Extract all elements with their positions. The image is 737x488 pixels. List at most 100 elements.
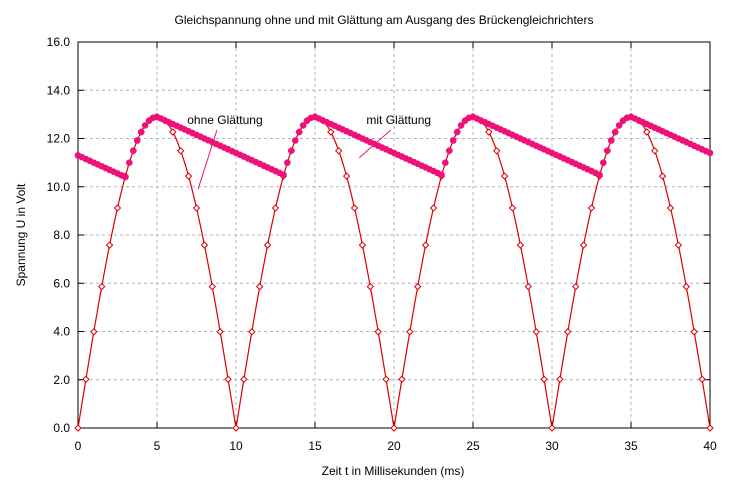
data-point <box>650 147 659 155</box>
data-point <box>666 204 675 212</box>
data-point <box>141 122 149 129</box>
data-point <box>571 282 580 291</box>
data-point <box>90 328 98 336</box>
data-point <box>255 282 264 291</box>
data-point <box>224 375 232 383</box>
data-point <box>295 128 303 136</box>
data-point <box>406 328 414 336</box>
data-point <box>596 171 603 178</box>
data-point <box>248 328 256 336</box>
annotations: ohne Glättung mit Glättung <box>187 113 431 190</box>
data-point <box>97 282 106 291</box>
data-point <box>500 172 509 180</box>
data-point <box>564 328 572 336</box>
data-point <box>288 147 295 155</box>
data-point <box>706 424 714 432</box>
data-point <box>485 128 493 136</box>
data-point <box>508 204 517 212</box>
annotation-label: ohne Glättung <box>187 113 262 127</box>
data-point <box>299 122 307 129</box>
y-axis: 0.0 2.0 4.0 6.0 8.0 10.0 12.0 14.0 16.0 <box>47 35 710 435</box>
data-point <box>607 137 615 144</box>
chart-title: Gleichspannung ohne und mit Glättung am … <box>175 13 594 27</box>
data-point <box>192 204 201 212</box>
data-point <box>524 282 533 291</box>
data-point <box>334 147 343 155</box>
data-point <box>604 147 611 155</box>
x-axis: 0 5 10 15 20 25 30 35 40 <box>75 42 717 453</box>
annotation-label: mit Glättung <box>366 113 431 127</box>
data-point <box>133 137 141 144</box>
data-point <box>457 122 465 129</box>
y-tick-label: 10.0 <box>47 180 71 194</box>
data-point <box>600 159 607 166</box>
data-point <box>421 241 430 249</box>
data-point <box>453 128 461 136</box>
y-tick-label: 2.0 <box>53 373 70 387</box>
y-tick-label: 6.0 <box>53 276 70 290</box>
data-point <box>413 282 422 291</box>
data-point <box>446 147 453 155</box>
data-point <box>615 122 623 129</box>
y-tick-label: 12.0 <box>47 132 71 146</box>
data-point <box>611 128 619 136</box>
data-point <box>532 328 540 336</box>
data-point <box>105 241 114 249</box>
data-point <box>643 128 651 136</box>
data-point <box>208 282 217 291</box>
data-point <box>398 375 406 383</box>
data-point <box>350 204 359 212</box>
data-point <box>449 137 457 144</box>
data-point <box>232 424 240 432</box>
data-point <box>126 159 133 166</box>
x-tick-label: 30 <box>545 439 559 453</box>
data-point <box>390 424 398 432</box>
data-point <box>366 282 375 291</box>
data-point <box>556 375 564 383</box>
annotation-line <box>197 129 218 190</box>
data-point <box>698 375 706 383</box>
x-tick-label: 0 <box>75 439 82 453</box>
data-point <box>358 241 367 249</box>
data-point <box>442 159 449 166</box>
data-point <box>658 172 667 180</box>
x-axis-label: Zeit t in Millisekunden (ms) <box>322 464 465 478</box>
data-point <box>200 241 209 249</box>
y-tick-label: 8.0 <box>53 228 70 242</box>
x-tick-label: 25 <box>466 439 480 453</box>
data-point <box>516 241 525 249</box>
data-point <box>706 149 714 157</box>
data-point <box>184 172 193 180</box>
grid <box>78 42 710 428</box>
data-point <box>342 172 351 180</box>
x-tick-label: 10 <box>229 439 243 453</box>
data-point <box>674 241 683 249</box>
x-tick-label: 20 <box>387 439 401 453</box>
y-tick-label: 0.0 <box>53 421 70 435</box>
data-point <box>492 147 501 155</box>
data-point <box>429 204 438 212</box>
data-point <box>271 204 280 212</box>
data-point <box>113 204 122 212</box>
data-point <box>263 241 272 249</box>
data-point <box>382 375 390 383</box>
annotation-line <box>358 129 392 159</box>
data-point <box>216 328 224 336</box>
data-point <box>176 147 185 155</box>
data-point <box>82 375 90 383</box>
data-point <box>280 171 287 178</box>
data-point <box>137 128 145 136</box>
data-point <box>240 375 248 383</box>
series-mit-glaettung <box>74 113 714 181</box>
data-point <box>284 159 291 166</box>
data-point <box>548 424 556 432</box>
data-point <box>540 375 548 383</box>
x-tick-label: 5 <box>154 439 161 453</box>
data-point <box>122 173 129 181</box>
data-point <box>587 204 596 212</box>
x-tick-label: 35 <box>624 439 638 453</box>
y-tick-label: 14.0 <box>47 83 71 97</box>
data-point <box>169 128 177 136</box>
data-point <box>374 328 382 336</box>
y-tick-label: 16.0 <box>47 35 71 49</box>
